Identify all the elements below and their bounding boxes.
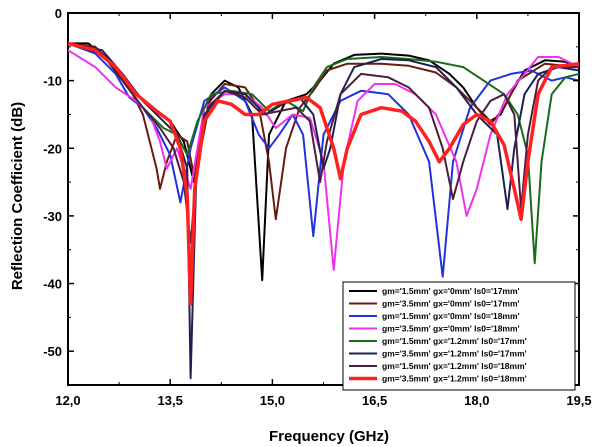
legend-label: gm='1.5mm' gx='1.2mm' ls0='18mm' bbox=[382, 361, 527, 371]
y-tick-label: -40 bbox=[43, 277, 62, 292]
series-line-8 bbox=[68, 41, 579, 306]
series-line-2 bbox=[68, 42, 579, 221]
plot-area bbox=[68, 41, 579, 380]
legend-label: gm='1.5mm' gx='0mm' ls0='18mm' bbox=[382, 311, 520, 321]
x-tick-label: 13,5 bbox=[158, 393, 183, 408]
series-line-3 bbox=[68, 42, 579, 278]
y-tick-label: -30 bbox=[43, 209, 62, 224]
x-tick-label: 18,0 bbox=[464, 393, 489, 408]
x-tick-label: 16,5 bbox=[362, 393, 387, 408]
x-axis-title: Frequency (GHz) bbox=[269, 428, 389, 445]
x-tick-label: 12,0 bbox=[55, 393, 80, 408]
legend-box bbox=[342, 281, 576, 391]
legend: gm='1.5mm' gx='0mm' ls0='17mm' gm='3.5mm'… bbox=[342, 281, 576, 391]
x-tick-label: 19,5 bbox=[566, 393, 591, 408]
y-tick-label: -20 bbox=[43, 141, 62, 156]
legend-label: gm='3.5mm' gx='0mm' ls0='17mm' bbox=[382, 299, 520, 309]
legend-label: gm='3.5mm' gx='1.2mm' ls0='18mm' bbox=[382, 374, 527, 384]
y-tick-label: -10 bbox=[43, 74, 62, 89]
axis-ticks: 12,0 13,5 15,0 16,5 18,0 19,5 0 -10 -20 -30 -40 -50 bbox=[43, 6, 591, 408]
y-tick-label: 0 bbox=[55, 6, 62, 21]
series-line-7 bbox=[68, 42, 579, 244]
y-tick-label: -50 bbox=[43, 344, 62, 359]
legend-label: gm='1.5mm' gx='0mm' ls0='17mm' bbox=[382, 286, 520, 296]
legend-label: gm='1.5mm' gx='1.2mm' ls0='17mm' bbox=[382, 336, 527, 346]
legend-label: gm='3.5mm' gx='1.2mm' ls0='17mm' bbox=[382, 349, 527, 359]
x-tick-label: 15,0 bbox=[260, 393, 285, 408]
legend-label: gm='3.5mm' gx='0mm' ls0='18mm' bbox=[382, 324, 520, 334]
y-axis-title: Reflection Coefficient (dB) bbox=[9, 102, 26, 290]
